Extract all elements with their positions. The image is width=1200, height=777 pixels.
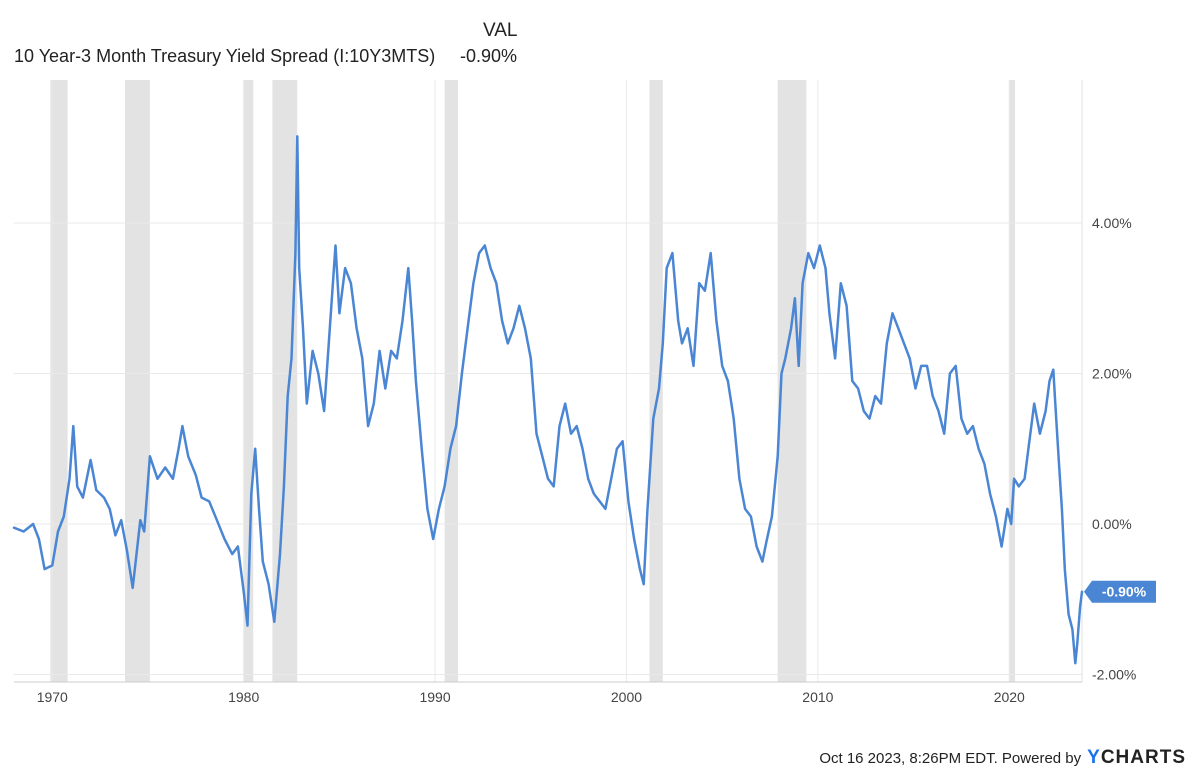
recession-band-5 — [649, 80, 663, 682]
recession-band-0 — [50, 80, 68, 682]
ycharts-logo-text: CHARTS — [1100, 747, 1186, 768]
y-tick-label-1: 2.00% — [1092, 365, 1132, 381]
recession-band-7 — [1009, 80, 1016, 682]
last-value-label: -0.90% — [1102, 584, 1147, 600]
series-lines — [12, 135, 1084, 665]
legend-series-value: -0.90% — [460, 46, 518, 66]
ycharts-logo[interactable]: YCHARTS — [1087, 747, 1186, 769]
legend-value-header: VAL — [483, 20, 518, 41]
x-tick-label-5: 2020 — [994, 689, 1025, 705]
x-tick-label-2: 1990 — [419, 689, 450, 705]
x-tick-label-3: 2000 — [611, 689, 642, 705]
x-tick-label-4: 2010 — [802, 689, 833, 705]
recession-band-2 — [243, 80, 254, 682]
axis-labels: 4.00% 2.00% 0.00% -2.00% 1970 1980 1990 2000 201… — [37, 215, 1137, 705]
x-tick-label-1: 1980 — [228, 689, 259, 705]
recession-band-1 — [125, 80, 150, 682]
series-line-0 — [12, 135, 1084, 665]
last-value-marker-group: -0.90% — [1084, 580, 1156, 603]
x-tick-label-0: 1970 — [37, 689, 68, 705]
recession-bands — [50, 80, 1016, 682]
legend-series-name[interactable]: 10 Year-3 Month Treasury Yield Spread (I… — [14, 46, 436, 66]
y-tick-label-2: 0.00% — [1092, 516, 1132, 532]
recession-band-6 — [777, 80, 807, 682]
last-value-marker — [1084, 580, 1156, 603]
footer-timestamp: Oct 16 2023, 8:26PM EDT. Powered by — [819, 749, 1082, 767]
grid-lines — [14, 80, 1083, 683]
ycharts-logo-y: Y — [1087, 747, 1101, 768]
y-tick-label-3: -2.00% — [1092, 666, 1136, 682]
y-tick-label-0: 4.00% — [1092, 215, 1132, 231]
footer: Oct 16 2023, 8:26PM EDT. Powered by YCHA… — [819, 747, 1186, 769]
recession-band-4 — [444, 80, 459, 682]
